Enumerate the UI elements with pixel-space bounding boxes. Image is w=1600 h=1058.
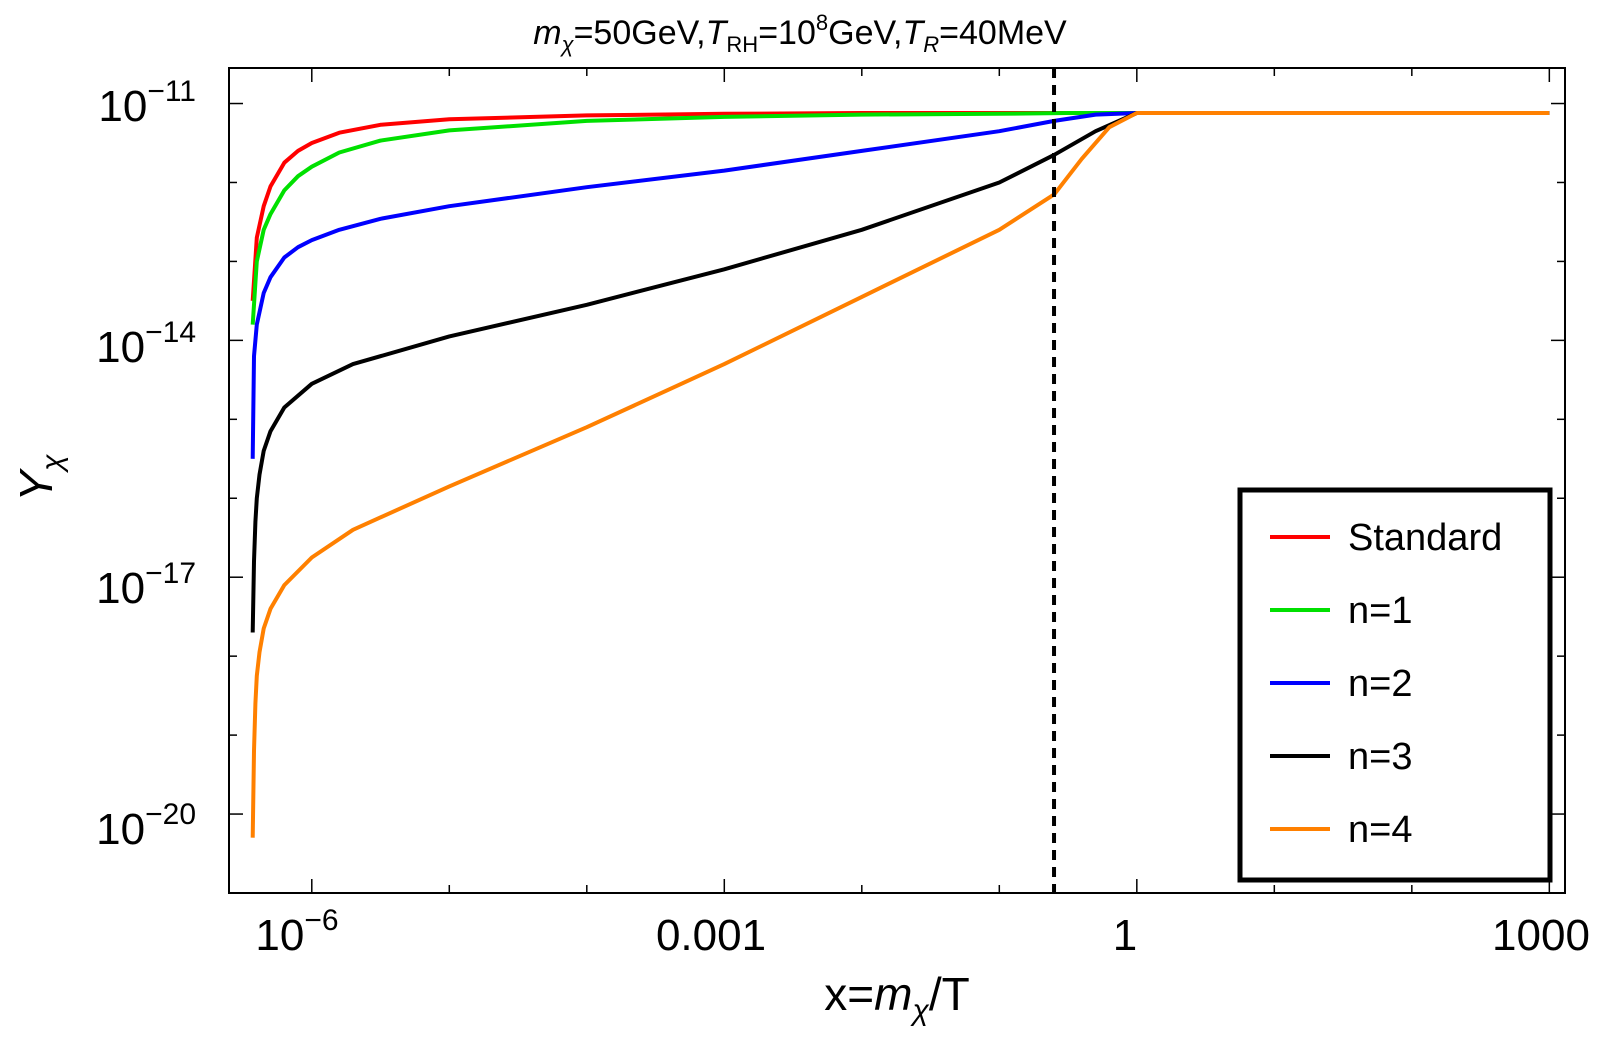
title-chi-sub: χ [560,32,575,57]
chart-title: mχ=50GeV,TRH=108GeV,TR=40MeV [533,10,1067,57]
x-axis-label: x=mχ/T [824,968,969,1027]
y-tick-label-1e-11: 10−11 [98,75,196,131]
x-tick-label-1000: 1000 [1492,911,1590,960]
y-axis-label: Yχ [10,454,69,502]
y-tick-label-1e-20: 10−20 [96,798,196,854]
title-trh-eq: =10 [758,14,816,52]
legend-label-n2: n=2 [1348,663,1412,705]
title-m-symbol: m [533,14,561,52]
y-tick-label-1e-17: 10−17 [96,557,196,613]
title-trh-symbol: T [706,14,729,52]
legend: Standard n=1 n=2 n=3 n=4 [1237,487,1553,883]
legend-label-n4: n=4 [1348,809,1412,851]
series-line-n2 [250,111,1550,459]
title-tr-sub: R [923,32,939,57]
series-lines [250,111,1550,838]
title-tr-symbol: T [902,14,925,52]
tick-marks [229,68,1565,894]
title-tr-value: =40MeV [939,14,1067,52]
x-tick-label-1: 1 [1113,911,1137,960]
y-tick-label-1e-14: 10−14 [96,316,196,372]
legend-label-n3: n=3 [1348,736,1412,778]
title-trh-unit: GeV, [828,14,902,52]
series-line-n4 [250,111,1550,838]
legend-label-standard: Standard [1348,517,1502,559]
title-trh-exp: 8 [816,10,828,35]
legend-label-n1: n=1 [1348,590,1412,632]
plot-frame [228,67,1566,894]
x-tick-label-0.001: 0.001 [656,911,766,960]
title-trh-sub: RH [726,32,758,57]
x-tick-label-1e-6: 10−6 [255,904,338,960]
title-m-value: =50GeV, [574,14,706,52]
